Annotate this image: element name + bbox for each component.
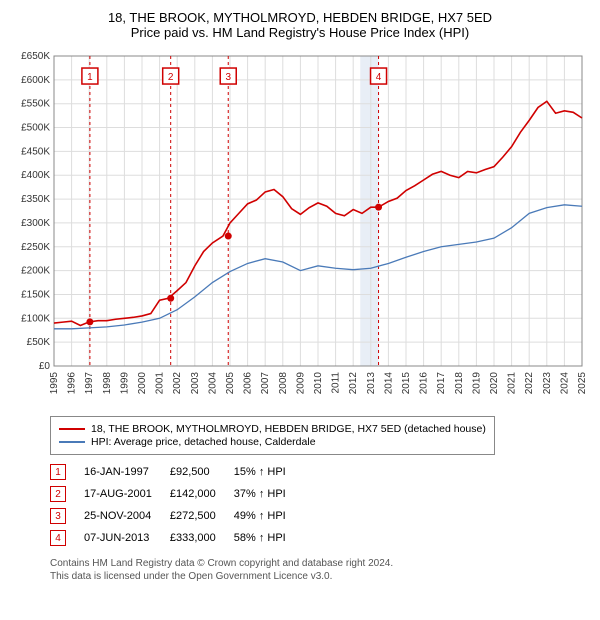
svg-text:2003: 2003 <box>190 372 201 395</box>
svg-text:£550K: £550K <box>21 99 50 110</box>
price-chart: £0 £50K £100K £150K £200K £250K £300K £350K £400… <box>10 48 590 408</box>
footer-attribution: Contains HM Land Registry data © Crown c… <box>50 557 590 583</box>
svg-text:£50K: £50K <box>27 337 51 348</box>
svg-text:2014: 2014 <box>383 372 394 395</box>
svg-text:2021: 2021 <box>507 372 518 395</box>
svg-text:£500K: £500K <box>21 123 50 134</box>
title-line-2: Price paid vs. HM Land Registry's House … <box>10 25 590 40</box>
svg-text:2009: 2009 <box>295 372 306 395</box>
svg-text:2005: 2005 <box>225 372 236 395</box>
svg-text:2017: 2017 <box>436 372 447 395</box>
svg-text:2007: 2007 <box>260 372 271 395</box>
svg-text:£650K: £650K <box>21 51 50 62</box>
svg-text:£200K: £200K <box>21 266 50 277</box>
legend: 18, THE BROOK, MYTHOLMROYD, HEBDEN BRIDG… <box>50 416 495 455</box>
sale-pct: 58% ↑ HPI <box>234 527 304 549</box>
svg-text:1995: 1995 <box>49 372 60 395</box>
svg-text:£0: £0 <box>39 361 51 372</box>
svg-text:2015: 2015 <box>401 372 412 395</box>
svg-text:£250K: £250K <box>21 242 50 253</box>
svg-text:2008: 2008 <box>278 372 289 395</box>
svg-text:£350K: £350K <box>21 194 50 205</box>
svg-text:£300K: £300K <box>21 218 50 229</box>
svg-text:£600K: £600K <box>21 75 50 86</box>
sale-date: 25-NOV-2004 <box>84 505 170 527</box>
sale-price: £333,000 <box>170 527 234 549</box>
sale-date: 16-JAN-1997 <box>84 461 170 483</box>
sale-date: 07-JUN-2013 <box>84 527 170 549</box>
sale-price: £142,000 <box>170 483 234 505</box>
svg-text:2025: 2025 <box>577 372 588 395</box>
svg-text:2006: 2006 <box>243 372 254 395</box>
svg-text:2004: 2004 <box>207 372 218 395</box>
svg-text:2018: 2018 <box>454 372 465 395</box>
title-line-1: 18, THE BROOK, MYTHOLMROYD, HEBDEN BRIDG… <box>10 10 590 25</box>
svg-text:£100K: £100K <box>21 313 50 324</box>
legend-item: HPI: Average price, detached house, Cald… <box>59 436 486 448</box>
sale-price: £92,500 <box>170 461 234 483</box>
footer-line-1: Contains HM Land Registry data © Crown c… <box>50 557 590 570</box>
sale-marker-icon: 3 <box>50 508 66 524</box>
svg-text:2000: 2000 <box>137 372 148 395</box>
sale-pct: 15% ↑ HPI <box>234 461 304 483</box>
legend-label: HPI: Average price, detached house, Cald… <box>91 436 316 448</box>
sale-pct: 37% ↑ HPI <box>234 483 304 505</box>
svg-text:4: 4 <box>376 72 382 83</box>
svg-text:1997: 1997 <box>84 372 95 395</box>
svg-text:2016: 2016 <box>419 372 430 395</box>
svg-text:2019: 2019 <box>471 372 482 395</box>
svg-text:3: 3 <box>225 72 231 83</box>
legend-item: 18, THE BROOK, MYTHOLMROYD, HEBDEN BRIDG… <box>59 423 486 435</box>
sale-date: 17-AUG-2001 <box>84 483 170 505</box>
svg-text:2020: 2020 <box>489 372 500 395</box>
chart-container: £0 £50K £100K £150K £200K £250K £300K £350K £400… <box>10 48 590 408</box>
svg-text:2024: 2024 <box>559 372 570 395</box>
sale-marker-icon: 1 <box>50 464 66 480</box>
sales-row: 2 17-AUG-2001£142,00037% ↑ HPI <box>50 483 304 505</box>
sale-pct: 49% ↑ HPI <box>234 505 304 527</box>
sale-marker-icon: 2 <box>50 486 66 502</box>
sales-row: 1 16-JAN-1997£92,50015% ↑ HPI <box>50 461 304 483</box>
svg-text:2023: 2023 <box>542 372 553 395</box>
svg-text:2013: 2013 <box>366 372 377 395</box>
legend-swatch <box>59 428 85 430</box>
svg-text:£450K: £450K <box>21 146 50 157</box>
svg-text:2010: 2010 <box>313 372 324 395</box>
sale-marker-icon: 4 <box>50 530 66 546</box>
sales-row: 3 25-NOV-2004£272,50049% ↑ HPI <box>50 505 304 527</box>
svg-text:1: 1 <box>87 72 93 83</box>
svg-text:£150K: £150K <box>21 289 50 300</box>
svg-text:1999: 1999 <box>119 372 130 395</box>
svg-text:1996: 1996 <box>67 372 78 395</box>
svg-text:£400K: £400K <box>21 170 50 181</box>
svg-text:2011: 2011 <box>331 372 342 394</box>
footer-line-2: This data is licensed under the Open Gov… <box>50 570 590 583</box>
sale-price: £272,500 <box>170 505 234 527</box>
legend-label: 18, THE BROOK, MYTHOLMROYD, HEBDEN BRIDG… <box>91 423 486 435</box>
sales-row: 4 07-JUN-2013£333,00058% ↑ HPI <box>50 527 304 549</box>
svg-text:1998: 1998 <box>102 372 113 395</box>
sales-table: 1 16-JAN-1997£92,50015% ↑ HPI 2 17-AUG-2001… <box>50 461 304 549</box>
svg-text:2002: 2002 <box>172 372 183 395</box>
svg-text:2: 2 <box>168 72 174 83</box>
legend-swatch <box>59 441 85 443</box>
svg-text:2001: 2001 <box>155 372 166 395</box>
chart-title-block: 18, THE BROOK, MYTHOLMROYD, HEBDEN BRIDG… <box>10 10 590 40</box>
svg-text:2012: 2012 <box>348 372 359 395</box>
svg-text:2022: 2022 <box>524 372 535 395</box>
